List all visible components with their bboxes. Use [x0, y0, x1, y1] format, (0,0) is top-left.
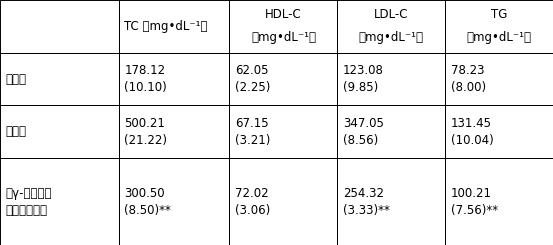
Text: 67.15
(3.21): 67.15 (3.21) — [235, 117, 270, 147]
Text: HDL-C: HDL-C — [265, 8, 302, 21]
Text: TC （mg•dL⁻¹）: TC （mg•dL⁻¹） — [124, 20, 208, 33]
Bar — [229, 105, 337, 158]
Bar — [119, 158, 229, 245]
Bar — [445, 53, 553, 105]
Text: TG: TG — [491, 8, 507, 21]
Text: 500.21
(21.22): 500.21 (21.22) — [124, 117, 168, 147]
Bar — [337, 0, 445, 53]
Bar — [337, 53, 445, 105]
Text: 123.08
(9.85): 123.08 (9.85) — [343, 64, 384, 94]
Bar — [229, 53, 337, 105]
Bar — [119, 0, 229, 53]
Text: 254.32
(3.33)**: 254.32 (3.33)** — [343, 186, 390, 217]
Bar — [0, 53, 119, 105]
Text: 131.45
(10.04): 131.45 (10.04) — [451, 117, 493, 147]
Bar — [445, 105, 553, 158]
Bar — [229, 0, 337, 53]
Bar — [0, 0, 119, 53]
Text: 正常组: 正常组 — [6, 73, 27, 86]
Text: 78.23
(8.00): 78.23 (8.00) — [451, 64, 486, 94]
Text: （mg•dL⁻¹）: （mg•dL⁻¹） — [251, 31, 316, 44]
Text: 模型组: 模型组 — [6, 125, 27, 138]
Text: （mg•dL⁻¹）: （mg•dL⁻¹） — [359, 31, 424, 44]
Text: 300.50
(8.50)**: 300.50 (8.50)** — [124, 186, 171, 217]
Bar — [445, 0, 553, 53]
Text: 100.21
(7.56)**: 100.21 (7.56)** — [451, 186, 498, 217]
Bar — [337, 105, 445, 158]
Text: （mg•dL⁻¹）: （mg•dL⁻¹） — [467, 31, 531, 44]
Bar — [229, 158, 337, 245]
Bar — [119, 53, 229, 105]
Bar — [119, 105, 229, 158]
Text: 347.05
(8.56): 347.05 (8.56) — [343, 117, 384, 147]
Text: 62.05
(2.25): 62.05 (2.25) — [235, 64, 270, 94]
Bar — [445, 158, 553, 245]
Bar — [337, 158, 445, 245]
Text: 72.02
(3.06): 72.02 (3.06) — [235, 186, 270, 217]
Text: 178.12
(10.10): 178.12 (10.10) — [124, 64, 167, 94]
Text: 高γ-氨基丁酸
红枣薨米醋组: 高γ-氨基丁酸 红枣薨米醋组 — [6, 186, 52, 217]
Bar — [0, 158, 119, 245]
Text: LDL-C: LDL-C — [374, 8, 409, 21]
Bar — [0, 105, 119, 158]
